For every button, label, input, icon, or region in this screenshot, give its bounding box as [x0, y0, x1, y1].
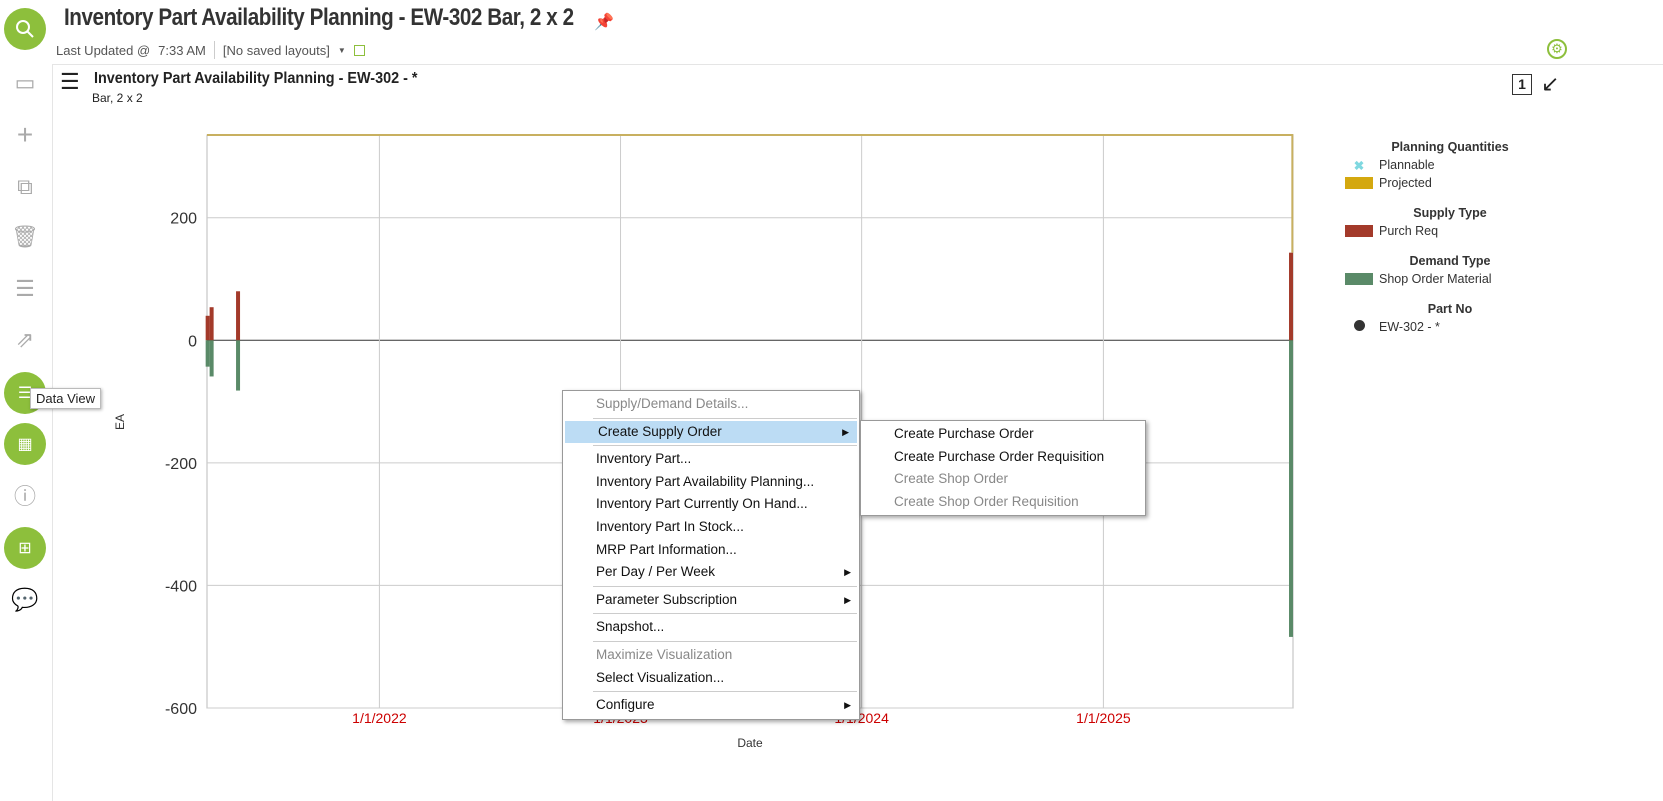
menu-item-inventory-part-availability-planning[interactable]: Inventory Part Availability Planning...	[596, 473, 815, 489]
collapse-arrow-icon[interactable]: ↙	[1541, 71, 1560, 96]
last-updated-time: 7:33 AM	[158, 42, 206, 58]
legend-label: Plannable	[1379, 158, 1435, 172]
duplicate-icon[interactable]: ⧉	[17, 174, 33, 199]
chevron-down-icon[interactable]: ▼	[337, 45, 346, 55]
menu-separator	[593, 585, 857, 587]
context-menu: Supply/Demand Details... Create Supply Or…	[562, 390, 860, 720]
legend-item[interactable]: Projected	[1345, 174, 1515, 192]
bar-purch-req	[1289, 252, 1294, 341]
panel-subtitle: Bar, 2 x 2	[92, 91, 143, 105]
add-note-icon: ⊞	[18, 540, 32, 557]
hamburger-menu-icon[interactable]: ☰	[60, 69, 80, 94]
table-icon: ▦	[17, 436, 33, 453]
menu-item-inventory-part[interactable]: Inventory Part...	[596, 451, 692, 467]
page-title: Inventory Part Availability Planning - E…	[64, 4, 574, 31]
x-marker-icon: ✖	[1353, 158, 1365, 173]
submenu-arrow-icon: ▶	[844, 700, 851, 711]
menu-item-inventory-part-in-stock[interactable]: Inventory Part In Stock...	[596, 518, 744, 534]
visualization-panel	[52, 64, 1663, 801]
x-tick-label: 1/1/2022	[352, 710, 407, 726]
menu-item-create-purchase-order[interactable]: Create Purchase Order	[894, 426, 1034, 441]
menu-item-parameter-subscription[interactable]: Parameter Subscription ▶	[563, 589, 859, 612]
search-button[interactable]	[4, 8, 46, 50]
add-note-button[interactable]: ⊞	[4, 527, 46, 569]
legend-item[interactable]: ✖ Plannable	[1345, 156, 1515, 174]
menu-item-configure[interactable]: Configure ▶	[563, 694, 859, 717]
bar-purch-req	[209, 307, 214, 341]
add-comment-icon[interactable]: 💬	[11, 587, 39, 612]
legend-item[interactable]: EW-302 - *	[1345, 318, 1515, 336]
y-tick-label: 200	[170, 211, 197, 228]
menu-item-create-purchase-order-requisition[interactable]: Create Purchase Order Requisition	[894, 448, 1105, 464]
legend-label: Projected	[1379, 176, 1432, 190]
info-list-icon[interactable]: ⓘ	[13, 484, 36, 509]
y-tick-label: 0	[188, 333, 197, 350]
legend-label: Shop Order Material	[1379, 272, 1492, 286]
save-icon[interactable]: ▭	[14, 70, 36, 95]
data-view-icon: ☰	[17, 385, 33, 402]
y-tick-label: -200	[165, 456, 197, 473]
legend: Planning Quantities ✖ Plannable Projected Su…	[1345, 140, 1515, 336]
menu-separator	[593, 445, 857, 447]
search-icon	[16, 20, 34, 38]
legend-group-title: Part No	[1427, 302, 1473, 316]
y-tick-label: -400	[165, 578, 197, 595]
bar-purch-req	[205, 315, 210, 341]
list-icon[interactable]: ☰	[15, 276, 35, 301]
legend-swatch	[1345, 225, 1373, 237]
menu-separator	[593, 417, 857, 419]
context-submenu: Create Purchase Order Create Purchase Ord…	[860, 420, 1146, 517]
menu-separator	[593, 613, 857, 615]
projected-line	[207, 134, 1294, 253]
submenu-arrow-icon: ▶	[842, 426, 849, 437]
submenu-arrow-icon: ▶	[844, 594, 851, 605]
layouts-dropdown[interactable]: [No saved layouts]	[222, 42, 330, 58]
menu-separator	[593, 640, 857, 642]
menu-item-select-visualization[interactable]: Select Visualization...	[596, 669, 725, 685]
open-external-icon[interactable]: ⇗	[15, 327, 35, 352]
menu-item-supply-demand-details: Supply/Demand Details...	[596, 396, 749, 411]
menu-item-per-day-per-week[interactable]: Per Day / Per Week ▶	[563, 561, 859, 584]
circle-marker-icon	[1345, 320, 1373, 334]
last-updated-label: Last Updated @	[56, 42, 151, 58]
bar-shop-order-material	[205, 340, 210, 367]
bar-shop-order-material	[236, 340, 241, 391]
legend-group-title: Demand Type	[1409, 254, 1491, 268]
calendar-icon[interactable]: 1	[1512, 74, 1532, 95]
menu-separator	[593, 691, 857, 693]
tooltip: Data View	[30, 388, 102, 409]
settings-gear-icon[interactable]: ⚙	[1547, 39, 1567, 59]
pin-icon[interactable]: 📌	[594, 14, 614, 31]
bar-shop-order-material	[209, 340, 214, 377]
panel-title: Inventory Part Availability Planning - E…	[94, 70, 418, 87]
legend-label: EW-302 - *	[1379, 320, 1440, 334]
menu-item-create-shop-order-requisition: Create Shop Order Requisition	[894, 493, 1079, 509]
submenu-arrow-icon: ▶	[844, 567, 851, 578]
legend-label: Purch Req	[1379, 224, 1439, 238]
legend-item[interactable]: Shop Order Material	[1345, 270, 1515, 288]
menu-item-create-shop-order: Create Shop Order	[894, 471, 1009, 487]
menu-item-mrp-part-information[interactable]: MRP Part Information...	[596, 541, 737, 557]
save-layout-icon[interactable]	[353, 44, 365, 56]
header-subbar: Last Updated @ 7:33 AM [No saved layouts…	[56, 41, 365, 59]
menu-item-maximize-visualization: Maximize Visualization	[596, 646, 733, 662]
divider	[213, 41, 215, 59]
y-axis-label: EA	[113, 414, 127, 430]
legend-swatch	[1345, 273, 1373, 285]
x-tick-label: 1/1/2025	[1076, 710, 1131, 726]
legend-group-title: Supply Type	[1413, 206, 1487, 220]
x-axis-label: Date	[737, 736, 763, 750]
bar-purch-req	[236, 291, 241, 341]
legend-swatch	[1345, 177, 1373, 189]
menu-item-create-supply-order[interactable]: Create Supply Order ▶	[565, 420, 857, 444]
menu-item-inventory-part-currently-on-hand[interactable]: Inventory Part Currently On Hand...	[596, 496, 808, 512]
legend-item[interactable]: Purch Req	[1345, 222, 1515, 240]
table-view-button[interactable]: ▦	[4, 423, 46, 465]
y-tick-label: -600	[165, 701, 197, 718]
delete-icon[interactable]: 🗑	[11, 224, 39, 249]
menu-item-snapshot[interactable]: Snapshot...	[596, 619, 665, 635]
legend-group-title: Planning Quantities	[1391, 140, 1509, 154]
add-icon[interactable]: +	[16, 119, 34, 150]
bar-shop-order-material	[1289, 340, 1294, 637]
